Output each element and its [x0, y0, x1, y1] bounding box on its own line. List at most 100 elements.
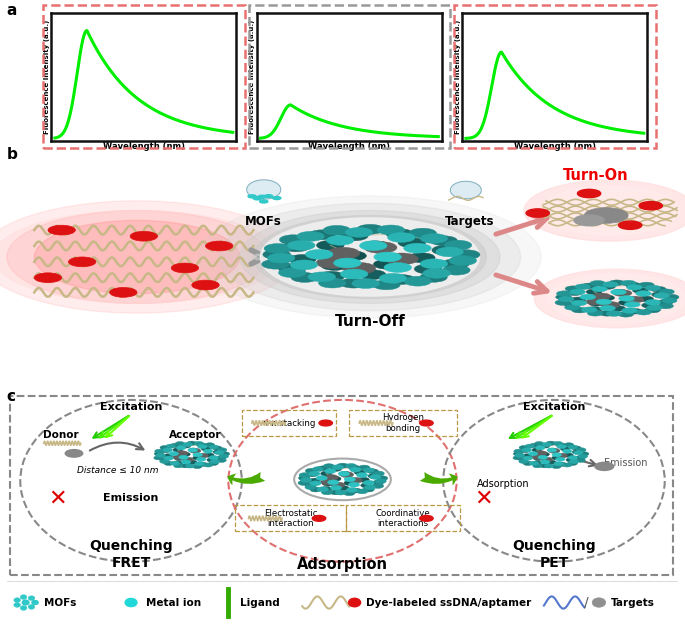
Circle shape [602, 282, 618, 287]
Circle shape [279, 235, 307, 245]
Circle shape [408, 253, 435, 263]
Circle shape [420, 272, 447, 282]
Circle shape [595, 463, 614, 470]
Circle shape [513, 452, 523, 456]
Circle shape [551, 464, 561, 469]
Circle shape [547, 460, 556, 464]
Circle shape [253, 197, 262, 200]
Circle shape [345, 227, 373, 237]
Circle shape [28, 596, 35, 600]
Circle shape [639, 202, 662, 210]
Circle shape [572, 450, 582, 454]
Circle shape [601, 302, 620, 308]
Circle shape [335, 490, 347, 495]
Circle shape [340, 231, 368, 241]
Text: ✕: ✕ [48, 488, 66, 508]
Circle shape [207, 458, 216, 462]
Circle shape [566, 290, 582, 295]
Circle shape [193, 453, 203, 457]
Circle shape [610, 289, 626, 295]
Circle shape [317, 466, 328, 471]
Circle shape [305, 483, 316, 488]
Circle shape [377, 225, 405, 235]
Circle shape [549, 448, 560, 453]
Circle shape [645, 285, 660, 290]
Circle shape [618, 312, 634, 317]
Circle shape [576, 458, 586, 463]
Text: Turn-Off: Turn-Off [334, 314, 406, 329]
Circle shape [171, 263, 199, 273]
Circle shape [540, 444, 550, 448]
Circle shape [642, 302, 658, 308]
Circle shape [308, 272, 336, 282]
Circle shape [319, 420, 332, 426]
Polygon shape [247, 180, 281, 199]
Circle shape [205, 453, 214, 457]
Text: Acceptor: Acceptor [169, 429, 221, 439]
Circle shape [528, 451, 538, 456]
Circle shape [593, 598, 606, 607]
Circle shape [423, 269, 451, 278]
Circle shape [587, 310, 603, 316]
Circle shape [533, 464, 543, 468]
Circle shape [219, 454, 229, 458]
Circle shape [553, 462, 563, 466]
Circle shape [548, 448, 558, 452]
Circle shape [532, 461, 542, 465]
Circle shape [600, 284, 616, 289]
Circle shape [288, 240, 315, 250]
Circle shape [562, 463, 572, 467]
Circle shape [317, 271, 345, 281]
Circle shape [192, 456, 202, 460]
Circle shape [195, 462, 204, 466]
Circle shape [610, 305, 625, 311]
Text: Distance ≤ 10 nm: Distance ≤ 10 nm [77, 466, 158, 475]
Circle shape [312, 466, 324, 471]
Circle shape [356, 489, 368, 494]
Circle shape [586, 289, 602, 295]
Circle shape [308, 230, 336, 240]
Circle shape [181, 452, 190, 456]
Circle shape [540, 452, 549, 456]
Circle shape [262, 259, 289, 269]
Circle shape [34, 220, 240, 294]
Circle shape [240, 210, 500, 304]
Circle shape [373, 471, 384, 476]
Circle shape [368, 473, 379, 478]
Circle shape [214, 451, 224, 454]
Circle shape [173, 461, 183, 465]
Circle shape [325, 475, 338, 480]
Text: Excitation: Excitation [523, 402, 585, 412]
Circle shape [564, 443, 574, 447]
Circle shape [175, 456, 184, 461]
Text: Hydrogen
bonding: Hydrogen bonding [382, 413, 424, 433]
Circle shape [32, 600, 38, 605]
Circle shape [534, 269, 685, 328]
Circle shape [658, 303, 673, 309]
Circle shape [580, 452, 589, 456]
Circle shape [306, 249, 333, 259]
Circle shape [538, 455, 547, 459]
Circle shape [332, 464, 344, 470]
Circle shape [340, 472, 353, 478]
Circle shape [161, 448, 171, 453]
Circle shape [300, 478, 312, 483]
Circle shape [403, 244, 432, 253]
Text: a: a [7, 3, 17, 18]
Circle shape [321, 480, 334, 485]
Circle shape [599, 310, 615, 316]
Text: ✕: ✕ [474, 488, 493, 508]
Circle shape [566, 458, 575, 462]
Circle shape [560, 447, 570, 451]
Circle shape [352, 279, 379, 289]
Circle shape [312, 515, 326, 521]
Circle shape [209, 461, 219, 465]
Circle shape [154, 456, 164, 460]
Circle shape [282, 242, 310, 252]
Circle shape [542, 443, 551, 446]
Circle shape [582, 283, 597, 289]
Text: Emission: Emission [604, 458, 648, 468]
Circle shape [388, 232, 415, 242]
Circle shape [515, 453, 525, 458]
Circle shape [524, 180, 685, 241]
